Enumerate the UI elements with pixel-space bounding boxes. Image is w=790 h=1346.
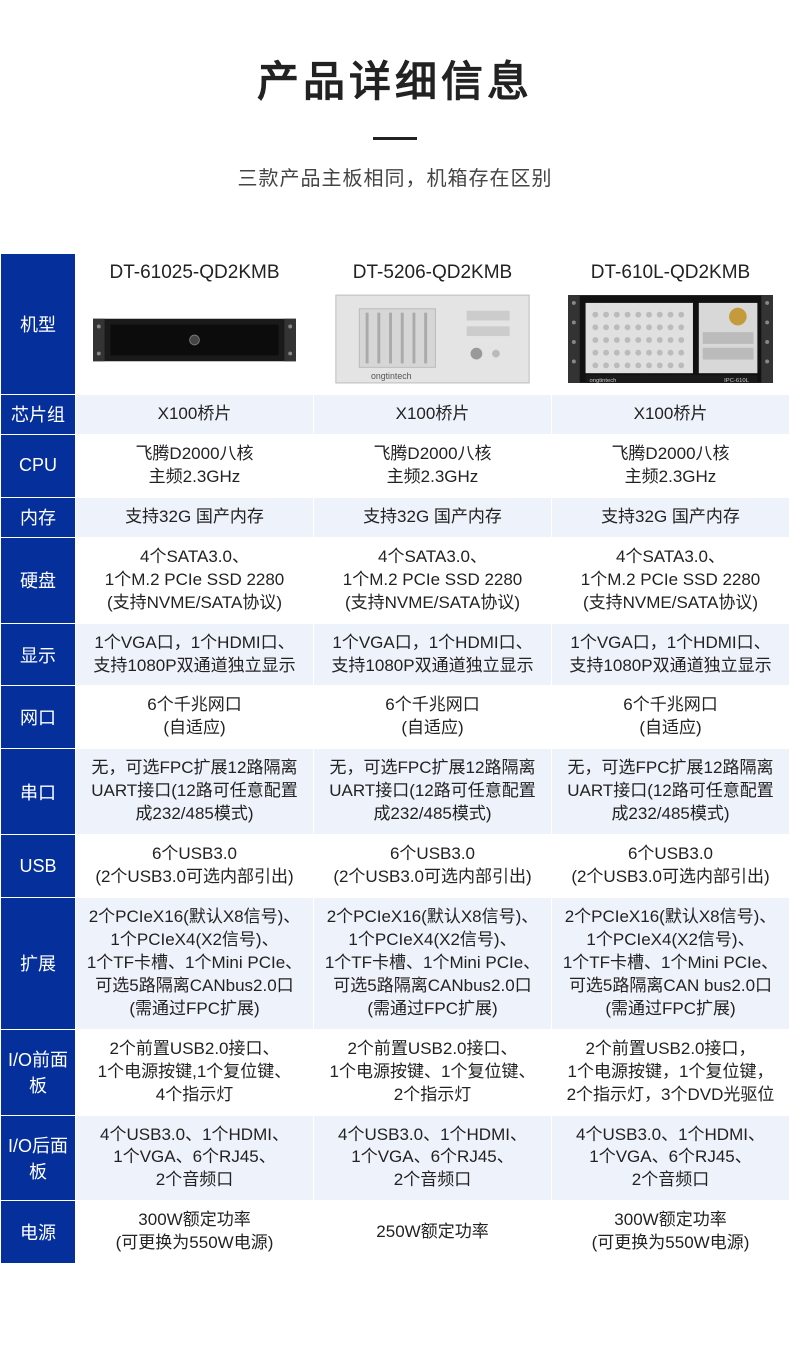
table-row: I/O前面板2个前置USB2.0接口、1个电源按键,1个复位键、4个指示灯2个前… xyxy=(1,1029,790,1115)
row-header: USB xyxy=(1,835,76,898)
spec-cell: 6个千兆网口(自适应) xyxy=(76,686,314,749)
page-title: 产品详细信息 xyxy=(0,48,790,109)
spec-cell: 飞腾D2000八核主频2.3GHz xyxy=(552,434,790,497)
spec-cell: 飞腾D2000八核主频2.3GHz xyxy=(314,434,552,497)
spec-cell: 300W额定功率(可更换为550W电源) xyxy=(76,1201,314,1264)
spec-cell: 4个SATA3.0、1个M.2 PCIe SSD 2280(支持NVME/SAT… xyxy=(314,537,552,623)
spec-cell: 1个VGA口，1个HDMI口、支持1080P双通道独立显示 xyxy=(76,623,314,686)
spec-cell: 6个千兆网口(自适应) xyxy=(314,686,552,749)
spec-cell: 6个USB3.0(2个USB3.0可选内部引出) xyxy=(314,835,552,898)
table-row: 扩展2个PCIeX16(默认X8信号)、1个PCIeX4(X2信号)、1个TF卡… xyxy=(1,898,790,1030)
row-header: I/O前面板 xyxy=(1,1029,76,1115)
table-row: 机型DT-61025-QD2KMB DT-5206-QD2KMB ongtint… xyxy=(1,254,790,395)
row-header: 机型 xyxy=(1,254,76,395)
spec-table-container: 机型DT-61025-QD2KMB DT-5206-QD2KMB ongtint… xyxy=(0,253,790,1264)
table-row: 内存支持32G 国产内存支持32G 国产内存支持32G 国产内存 xyxy=(1,497,790,537)
spec-cell: 1个VGA口，1个HDMI口、支持1080P双通道独立显示 xyxy=(314,623,552,686)
table-row: CPU飞腾D2000八核主频2.3GHz飞腾D2000八核主频2.3GHz飞腾D… xyxy=(1,434,790,497)
svg-text:ongtintech: ongtintech xyxy=(371,371,412,381)
spec-cell: 2个前置USB2.0接口、1个电源按键、1个复位键、2个指示灯 xyxy=(314,1029,552,1115)
spec-cell: X100桥片 xyxy=(76,395,314,435)
spec-cell: 支持32G 国产内存 xyxy=(76,497,314,537)
row-header: 显示 xyxy=(1,623,76,686)
table-row: 芯片组X100桥片X100桥片X100桥片 xyxy=(1,395,790,435)
spec-cell: 300W额定功率(可更换为550W电源) xyxy=(552,1201,790,1264)
spec-cell: 6个USB3.0(2个USB3.0可选内部引出) xyxy=(76,835,314,898)
spec-cell: 6个千兆网口(自适应) xyxy=(552,686,790,749)
model-name: DT-61025-QD2KMB xyxy=(80,262,309,284)
spec-cell: 支持32G 国产内存 xyxy=(314,497,552,537)
model-name: DT-610L-QD2KMB xyxy=(556,262,785,284)
row-header: 扩展 xyxy=(1,898,76,1030)
table-row: 网口6个千兆网口(自适应)6个千兆网口(自适应)6个千兆网口(自适应) xyxy=(1,686,790,749)
model-name: DT-5206-QD2KMB xyxy=(318,262,547,284)
spec-cell: 6个USB3.0(2个USB3.0可选内部引出) xyxy=(552,835,790,898)
row-header: 网口 xyxy=(1,686,76,749)
spec-cell: 无，可选FPC扩展12路隔离UART接口(12路可任意配置成232/485模式) xyxy=(76,749,314,835)
table-row: I/O后面板4个USB3.0、1个HDMI、1个VGA、6个RJ45、2个音频口… xyxy=(1,1115,790,1201)
row-header: 电源 xyxy=(1,1201,76,1264)
table-row: USB6个USB3.0(2个USB3.0可选内部引出)6个USB3.0(2个US… xyxy=(1,835,790,898)
product-image xyxy=(80,292,309,388)
table-row: 硬盘4个SATA3.0、1个M.2 PCIe SSD 2280(支持NVME/S… xyxy=(1,537,790,623)
spec-cell: 4个USB3.0、1个HDMI、1个VGA、6个RJ45、2个音频口 xyxy=(552,1115,790,1201)
spec-cell: X100桥片 xyxy=(314,395,552,435)
spec-cell: 1个VGA口，1个HDMI口、支持1080P双通道独立显示 xyxy=(552,623,790,686)
row-header: 内存 xyxy=(1,497,76,537)
title-divider xyxy=(373,137,417,140)
spec-cell: 支持32G 国产内存 xyxy=(552,497,790,537)
product-image: ongtintech xyxy=(318,292,547,388)
spec-cell: 2个PCIeX16(默认X8信号)、1个PCIeX4(X2信号)、1个TF卡槽、… xyxy=(314,898,552,1030)
spec-cell: 4个USB3.0、1个HDMI、1个VGA、6个RJ45、2个音频口 xyxy=(76,1115,314,1201)
svg-text:ongtintech: ongtintech xyxy=(589,378,616,384)
svg-text:IPC-610L: IPC-610L xyxy=(724,378,749,384)
spec-cell: 无，可选FPC扩展12路隔离UART接口(12路可任意配置成232/485模式) xyxy=(552,749,790,835)
table-row: 串口无，可选FPC扩展12路隔离UART接口(12路可任意配置成232/485模… xyxy=(1,749,790,835)
spec-cell: 250W额定功率 xyxy=(314,1201,552,1264)
model-cell: DT-61025-QD2KMB xyxy=(76,254,314,395)
row-header: 串口 xyxy=(1,749,76,835)
spec-cell: 无，可选FPC扩展12路隔离UART接口(12路可任意配置成232/485模式) xyxy=(314,749,552,835)
spec-cell: 4个SATA3.0、1个M.2 PCIe SSD 2280(支持NVME/SAT… xyxy=(552,537,790,623)
spec-cell: 4个SATA3.0、1个M.2 PCIe SSD 2280(支持NVME/SAT… xyxy=(76,537,314,623)
product-image: ongtintech IPC-610L xyxy=(556,292,785,388)
model-cell: DT-610L-QD2KMB ongtintech IPC-610L xyxy=(552,254,790,395)
spec-cell: 2个PCIeX16(默认X8信号)、1个PCIeX4(X2信号)、1个TF卡槽、… xyxy=(76,898,314,1030)
model-cell: DT-5206-QD2KMB ongtintech xyxy=(314,254,552,395)
row-header: I/O后面板 xyxy=(1,1115,76,1201)
spec-cell: 2个前置USB2.0接口，1个电源按键，1个复位键，2个指示灯，3个DVD光驱位 xyxy=(552,1029,790,1115)
spec-cell: 4个USB3.0、1个HDMI、1个VGA、6个RJ45、2个音频口 xyxy=(314,1115,552,1201)
row-header: CPU xyxy=(1,434,76,497)
spec-cell: 2个PCIeX16(默认X8信号)、1个PCIeX4(X2信号)、1个TF卡槽、… xyxy=(552,898,790,1030)
spec-cell: 2个前置USB2.0接口、1个电源按键,1个复位键、4个指示灯 xyxy=(76,1029,314,1115)
page-header: 产品详细信息 三款产品主板相同，机箱存在区别 xyxy=(0,0,790,211)
spec-table: 机型DT-61025-QD2KMB DT-5206-QD2KMB ongtint… xyxy=(0,253,790,1264)
spec-cell: 飞腾D2000八核主频2.3GHz xyxy=(76,434,314,497)
table-row: 显示1个VGA口，1个HDMI口、支持1080P双通道独立显示1个VGA口，1个… xyxy=(1,623,790,686)
row-header: 硬盘 xyxy=(1,537,76,623)
page-subtitle: 三款产品主板相同，机箱存在区别 xyxy=(0,162,790,191)
row-header: 芯片组 xyxy=(1,395,76,435)
spec-cell: X100桥片 xyxy=(552,395,790,435)
table-row: 电源300W额定功率(可更换为550W电源)250W额定功率300W额定功率(可… xyxy=(1,1201,790,1264)
